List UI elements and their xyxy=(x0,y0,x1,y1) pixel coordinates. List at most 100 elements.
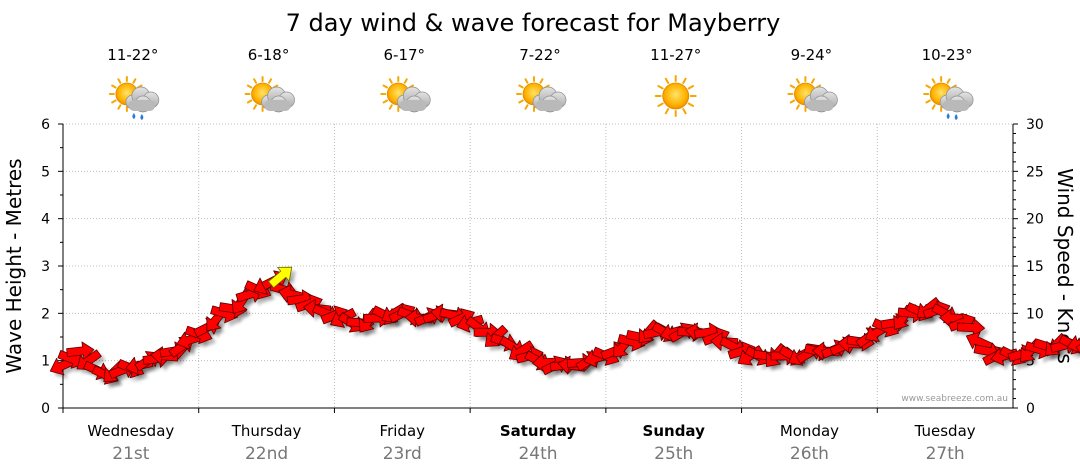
sun-ray xyxy=(664,77,670,85)
sun-ray xyxy=(117,104,122,110)
wind-arrow xyxy=(965,331,993,352)
cloud-base xyxy=(400,100,427,111)
weather-row: 11-22° 6-18° 6-17° 7-22° 11-27° 9-24° 10-23° xyxy=(107,46,974,120)
right-axis-label: Wind Speed - Knots xyxy=(1053,168,1077,364)
day-date-label: 25th xyxy=(654,444,693,464)
sun-ray xyxy=(664,107,670,115)
left-tick-label: 3 xyxy=(41,259,50,275)
sun-ray xyxy=(111,84,117,89)
peak-wind-arrow xyxy=(268,266,293,289)
cloud-shape xyxy=(804,86,838,113)
day-date-label: 21st xyxy=(112,444,149,464)
day-labels: Wednesday 21st Thursday 22nd Friday 23rd Satur… xyxy=(62,408,976,464)
cloud-base xyxy=(128,100,155,111)
partly-cloudy-icon xyxy=(244,76,295,113)
wind-arrow-series xyxy=(49,266,1080,389)
cloud-shape xyxy=(125,86,160,113)
wind-arrow xyxy=(66,341,95,361)
sun-ray xyxy=(810,78,815,84)
cloud-base xyxy=(807,100,834,111)
left-axis-label: Wave Height - Metres xyxy=(2,158,26,373)
day-name-label: Thursday xyxy=(231,422,302,440)
sun-ray xyxy=(931,104,936,110)
day-date-label: 24th xyxy=(518,444,557,464)
sun-ray xyxy=(253,104,258,110)
sun-rays xyxy=(654,75,697,117)
wind-arrows xyxy=(49,266,1080,385)
sun-ray xyxy=(403,78,408,84)
left-tick-label: 2 xyxy=(41,306,50,322)
day-date-label: 22nd xyxy=(245,444,288,464)
day-name-label: Wednesday xyxy=(87,422,174,440)
right-tick-label: 15 xyxy=(1026,259,1044,275)
left-tick-label: 6 xyxy=(41,117,50,133)
right-tick-label: 20 xyxy=(1026,212,1044,228)
day-temperature: 6-17° xyxy=(384,46,426,64)
day-date-label: 23rd xyxy=(383,444,422,464)
right-tick-label: 25 xyxy=(1026,164,1044,180)
rain-drop xyxy=(946,113,950,119)
cloud-shape xyxy=(939,86,974,113)
day-temperature: 6-18° xyxy=(248,46,290,64)
sun-ray xyxy=(524,78,529,84)
left-tick-label: 0 xyxy=(41,401,50,417)
day-date-label: 27th xyxy=(926,444,965,464)
partly-cloudy-icon xyxy=(380,76,431,113)
left-tick-label: 1 xyxy=(41,354,50,370)
day-temperature: 9-24° xyxy=(791,46,833,64)
rain-drop xyxy=(954,114,958,120)
cloud-shape xyxy=(396,86,431,113)
sun-disc xyxy=(662,82,690,110)
sun-ray xyxy=(946,78,951,84)
sun-ray xyxy=(795,78,800,84)
sun-ray xyxy=(388,78,393,84)
sun-ray xyxy=(687,85,695,90)
sun-ray xyxy=(382,99,389,104)
watermark: www.seabreeze.com.au xyxy=(901,394,1008,404)
day-name-label: Sunday xyxy=(643,422,706,440)
cloud-shape xyxy=(532,86,567,113)
sun-ray xyxy=(132,78,137,84)
sun-ray xyxy=(795,104,800,110)
sun-ray xyxy=(388,104,393,110)
sun-ray xyxy=(682,107,687,115)
right-tick-label: 10 xyxy=(1026,306,1044,322)
day-name-label: Friday xyxy=(380,422,426,440)
day-date-label: 26th xyxy=(790,444,829,464)
chart-title: 7 day wind & wave forecast for Mayberry xyxy=(286,9,781,37)
sun-ray xyxy=(657,85,664,90)
sun-ray xyxy=(657,102,664,107)
sun-ray xyxy=(518,99,524,104)
sun-ray xyxy=(931,78,936,84)
partly-cloudy-showers-icon xyxy=(923,76,974,120)
day-name-label: Saturday xyxy=(500,422,577,440)
sun-ray xyxy=(117,78,122,84)
sun-ray xyxy=(539,78,544,84)
right-tick-label: 0 xyxy=(1026,401,1035,417)
day-temperature: 10-23° xyxy=(922,46,973,64)
sun-ray xyxy=(687,102,695,107)
sun-ray xyxy=(789,99,796,104)
left-tick-label: 5 xyxy=(41,164,50,180)
partly-cloudy-icon xyxy=(516,76,567,113)
day-temperature: 11-27° xyxy=(650,46,701,64)
sun-ray xyxy=(682,77,687,85)
sun-ray xyxy=(518,84,524,89)
cloud-shape xyxy=(261,86,295,113)
day-name-label: Monday xyxy=(780,422,839,440)
cloud-base xyxy=(943,100,970,111)
right-tick-label: 30 xyxy=(1026,117,1044,133)
left-y-axis: 0 1 2 3 4 5 6 xyxy=(41,117,63,417)
sun-ray xyxy=(246,84,253,89)
rain-drop xyxy=(140,114,144,120)
day-name-label: Tuesday xyxy=(914,422,976,440)
day-temperature: 11-22° xyxy=(107,46,158,64)
cloud-base xyxy=(264,100,291,111)
sun-ray xyxy=(524,104,529,110)
sun-ray xyxy=(111,99,117,104)
rain-drop xyxy=(132,113,136,119)
sun-ray xyxy=(268,78,273,84)
partly-cloudy-showers-icon xyxy=(108,76,160,120)
